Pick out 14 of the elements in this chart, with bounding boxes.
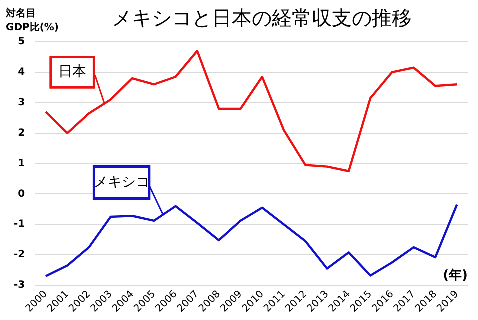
y-tick-label: 3 [18, 97, 26, 108]
text: 日本 [58, 64, 87, 80]
chart-title: メキシコと日本の経常収支の推移 [112, 6, 412, 30]
y-tick-label: -2 [14, 250, 26, 261]
y-tick-label: 2 [18, 128, 26, 139]
y-tick-label: -1 [14, 219, 26, 230]
y-axis-title: 対名目 GDP比(%) [5, 8, 59, 34]
y-tick-label: -3 [14, 280, 26, 292]
y-tick-label: 4 [18, 67, 26, 78]
y-tick-label: 1 [18, 158, 26, 170]
y-tick-label: 5 [18, 36, 26, 48]
series-label: メキシコ [94, 174, 150, 190]
y-tick-label: 0 [18, 188, 26, 200]
x-axis-title: (年) [443, 268, 468, 284]
